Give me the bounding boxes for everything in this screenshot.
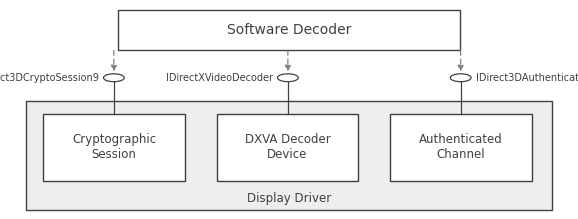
Bar	[118, 10, 460, 50]
Bar	[217, 114, 358, 181]
Bar	[43, 114, 185, 181]
Text: IDirectXVideoDecoder: IDirectXVideoDecoder	[166, 73, 273, 83]
Text: IDirect3DCryptoSession9: IDirect3DCryptoSession9	[0, 73, 99, 83]
Circle shape	[103, 74, 124, 82]
Text: Cryptographic
Session: Cryptographic Session	[72, 133, 156, 161]
Text: Authenticated
Channel: Authenticated Channel	[419, 133, 503, 161]
Text: Display Driver: Display Driver	[247, 192, 331, 205]
Bar	[26, 101, 552, 210]
Circle shape	[277, 74, 298, 82]
Text: IDirect3DAuthenticatedChannel9: IDirect3DAuthenticatedChannel9	[476, 73, 578, 83]
Circle shape	[450, 74, 471, 82]
Text: DXVA Decoder
Device: DXVA Decoder Device	[244, 133, 331, 161]
Text: Software Decoder: Software Decoder	[227, 23, 351, 37]
Bar	[390, 114, 532, 181]
